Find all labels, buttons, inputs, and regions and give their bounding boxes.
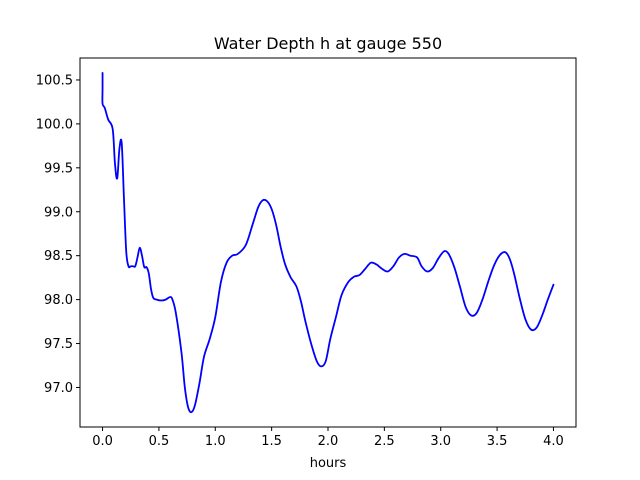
y-tick-label: 98.5 — [44, 249, 73, 264]
y-tick-label: 97.0 — [44, 381, 73, 396]
y-axis-ticks: 97.0 97.5 98.0 98.5 99.0 99.5 100.0 100.5 — [36, 73, 80, 396]
x-tick-label: 1.5 — [261, 434, 282, 449]
x-tick-label: 2.5 — [374, 434, 395, 449]
x-tick-label: 0.0 — [92, 434, 113, 449]
series-line — [101, 72, 555, 414]
y-tick-label: 97.5 — [44, 337, 73, 352]
plot-area-frame — [79, 57, 577, 428]
x-tick-label: 2.0 — [318, 434, 339, 449]
y-tick-label: 100.0 — [36, 117, 73, 132]
x-tick-label: 1.0 — [205, 434, 226, 449]
x-tick-label: 3.5 — [487, 434, 508, 449]
chart-title: Water Depth h at gauge 550 — [214, 34, 442, 53]
y-tick-label: 98.0 — [44, 293, 73, 308]
y-tick-label: 99.5 — [44, 161, 73, 176]
x-tick-label: 3.0 — [430, 434, 451, 449]
x-tick-label: 4.0 — [543, 434, 564, 449]
y-tick-label: 99.0 — [44, 205, 73, 220]
x-tick-label: 0.5 — [149, 434, 170, 449]
series-layer — [101, 72, 555, 414]
x-axis-ticks: 0.0 0.5 1.0 1.5 2.0 2.5 3.0 3.5 4.0 — [92, 427, 564, 449]
x-axis-label: hours — [310, 456, 347, 471]
y-tick-label: 100.5 — [36, 73, 73, 88]
